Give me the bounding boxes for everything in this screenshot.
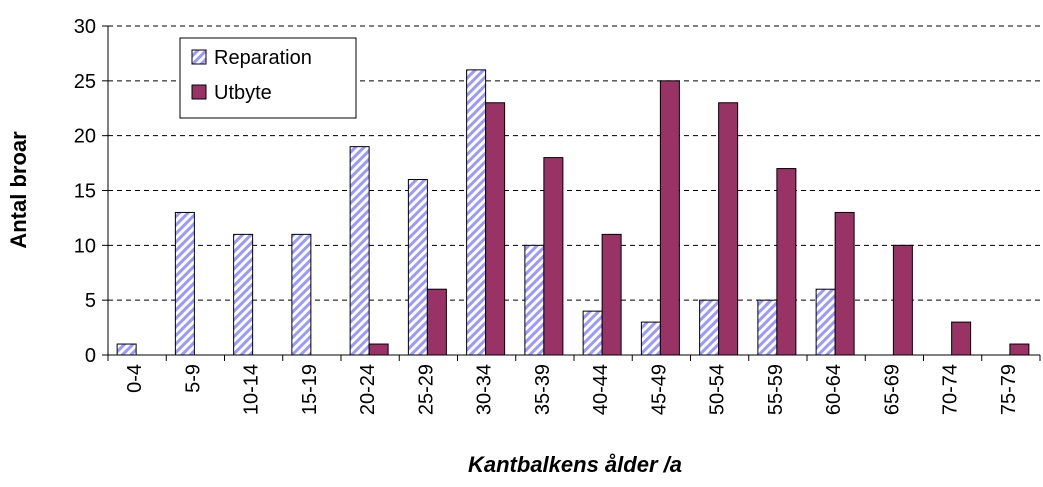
legend-swatch bbox=[191, 49, 207, 65]
x-tick-label: 40-44 bbox=[590, 364, 612, 415]
bar bbox=[659, 80, 680, 356]
bar bbox=[485, 102, 506, 356]
bar bbox=[426, 288, 447, 356]
bar bbox=[776, 168, 797, 356]
bar bbox=[582, 310, 603, 356]
bar bbox=[951, 321, 972, 356]
bar bbox=[543, 157, 564, 356]
bar bbox=[815, 288, 836, 356]
bar bbox=[757, 299, 778, 356]
x-tick-label: 65-69 bbox=[881, 364, 903, 415]
x-tick-label: 35-39 bbox=[532, 364, 554, 415]
legend-label: Utbyte bbox=[214, 82, 272, 104]
x-tick-label: 10-14 bbox=[241, 364, 263, 415]
bar bbox=[640, 321, 661, 356]
bar bbox=[524, 244, 545, 356]
x-tick-label: 30-34 bbox=[474, 364, 496, 415]
y-tick-label: 15 bbox=[74, 181, 96, 203]
bar bbox=[233, 233, 254, 356]
y-tick-label: 30 bbox=[74, 16, 96, 38]
y-tick-label: 0 bbox=[85, 345, 96, 367]
y-tick-label: 10 bbox=[74, 235, 96, 257]
legend-swatch bbox=[191, 84, 207, 100]
x-tick-label: 45-49 bbox=[648, 364, 670, 415]
x-axis-label: Kantbalkens ålder /a bbox=[468, 452, 682, 477]
bar bbox=[349, 146, 370, 356]
bar bbox=[892, 244, 913, 356]
x-tick-label: 20-24 bbox=[357, 364, 379, 415]
y-tick-label: 5 bbox=[85, 290, 96, 312]
bar bbox=[1009, 343, 1030, 356]
bar bbox=[466, 69, 487, 356]
bar bbox=[834, 211, 855, 356]
bar bbox=[368, 343, 389, 356]
x-tick-label: 0-4 bbox=[124, 364, 146, 393]
x-tick-label: 70-74 bbox=[940, 364, 962, 415]
bar bbox=[718, 102, 739, 356]
x-tick-label: 60-64 bbox=[823, 364, 845, 415]
bar bbox=[174, 211, 195, 356]
bar bbox=[291, 233, 312, 356]
x-tick-label: 75-79 bbox=[998, 364, 1020, 415]
legend-box bbox=[179, 37, 357, 119]
x-tick-label: 15-19 bbox=[299, 364, 321, 415]
y-tick-label: 25 bbox=[74, 71, 96, 93]
x-tick-label: 5-9 bbox=[182, 364, 204, 393]
bar bbox=[699, 299, 720, 356]
x-tick-label: 50-54 bbox=[707, 364, 729, 415]
bar bbox=[116, 343, 137, 356]
bar bbox=[407, 179, 428, 356]
x-tick-label: 25-29 bbox=[415, 364, 437, 415]
y-tick-label: 20 bbox=[74, 126, 96, 148]
x-tick-label: 55-59 bbox=[765, 364, 787, 415]
y-axis-label: Antal broar bbox=[6, 131, 31, 249]
legend-label: Reparation bbox=[214, 47, 312, 69]
bar bbox=[601, 233, 622, 356]
